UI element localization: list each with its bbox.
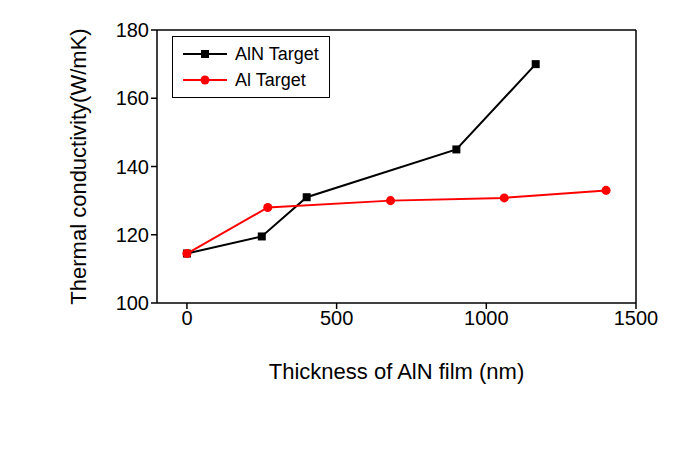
svg-text:Thickness of AlN film (nm): Thickness of AlN film (nm)	[269, 359, 525, 384]
svg-text:1500: 1500	[614, 307, 659, 329]
html-text:Al Target: Al Target	[235, 69, 306, 90]
svg-text:1000: 1000	[464, 307, 509, 329]
svg-text:Thermal conductivity(W/mK): Thermal conductivity(W/mK)	[66, 28, 91, 304]
svg-text:0: 0	[181, 307, 192, 329]
svg-text:180: 180	[116, 19, 149, 41]
svg-text:120: 120	[116, 224, 149, 246]
svg-text:160: 160	[116, 87, 149, 109]
svg-text:500: 500	[320, 307, 353, 329]
svg-text:100: 100	[116, 292, 149, 314]
html-text:AlN Target: AlN Target	[235, 43, 319, 64]
svg-text:140: 140	[116, 156, 149, 178]
